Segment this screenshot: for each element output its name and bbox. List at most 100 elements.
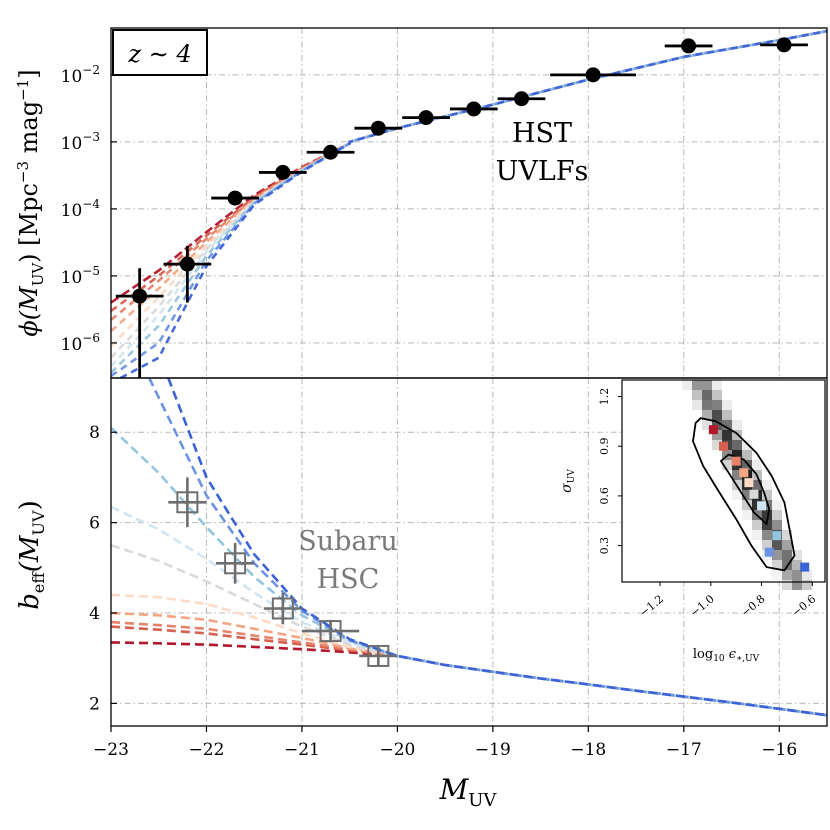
inset-heat-cell (762, 480, 772, 490)
inset-heat-cell (722, 420, 732, 430)
inset-heat-cell (702, 410, 712, 420)
inset-heat-cell (722, 410, 732, 420)
inset-heat-cell (752, 480, 762, 490)
inset-heat-cell (712, 440, 722, 450)
inset-heat-cell (692, 380, 702, 390)
inset-heat-cell (782, 570, 792, 580)
inset-x-ticks: −1.2 −1.0 −0.8 −0.6 (637, 582, 818, 619)
hst-label: HST (512, 118, 572, 149)
inset-heat-cell (712, 410, 722, 420)
inset-heat-cell (742, 440, 752, 450)
top-y-tick-label: 10−4 (61, 197, 101, 221)
inset-heat-cell (772, 540, 782, 550)
inset-heat-cell (732, 420, 742, 430)
redshift-label: z ∼ 4 (127, 40, 191, 68)
inset-heat-cell (772, 510, 782, 520)
bottom-y-tick-label: 4 (89, 604, 100, 624)
bottom-data-point (271, 597, 294, 620)
bottom-data-point (319, 620, 342, 643)
inset-heat-cell (732, 440, 742, 450)
bottom-model-line (111, 625, 827, 717)
inset-heat-cell (772, 560, 782, 570)
inset-marker (708, 425, 718, 435)
x-tick-label: −20 (379, 740, 415, 760)
inset-heat-cell (712, 420, 722, 430)
top-model-line (111, 29, 827, 322)
x-axis-label: MUV (439, 773, 498, 811)
top-y-ticks: 10−6 10−5 10−4 10−3 10−2 (61, 63, 117, 355)
inset-marker (739, 468, 749, 478)
inset-heat-cell (802, 580, 812, 590)
inset-heat-cell (772, 570, 782, 580)
inset-y-tick-label: 1.2 (598, 388, 611, 406)
top-y-tick-label: 10−6 (61, 331, 100, 355)
top-y-tick-label: 10−2 (61, 63, 100, 87)
subaru-label: Subaru (298, 526, 398, 557)
bottom-data-points (168, 477, 398, 667)
inset-heat-cell (782, 580, 792, 590)
bottom-y-axis-label: beff(MUV) (15, 500, 48, 609)
inset-heat-cell (782, 530, 792, 540)
inset-x-axis-label: log10 ϵ∗,UV (693, 647, 760, 664)
inset-heat-cell (802, 570, 812, 580)
top-y-axis-label: ϕ(MUV) [Mpc−3 mag−1] (14, 69, 47, 336)
top-panel-luminosity-function: 10−6 10−5 10−4 10−3 10−2 z ∼ 4 HST UVLFs ϕ(M… (14, 27, 828, 379)
inset-y-tick-label: 0.9 (598, 437, 611, 455)
inset-heat-cell (692, 390, 702, 400)
inset-marker (800, 562, 810, 572)
redshift-label-box: z ∼ 4 (112, 29, 208, 76)
inset-heat-cell (772, 520, 782, 530)
inset-y-ticks: 0.3 0.6 0.9 1.2 (598, 388, 622, 555)
bottom-y-tick-label: 2 (89, 694, 100, 714)
inset-y-tick-label: 0.3 (598, 537, 611, 555)
top-data-point (418, 110, 434, 126)
top-model-line (119, 29, 827, 378)
bottom-data-point (176, 491, 199, 514)
inset-heat-cell (722, 460, 732, 470)
top-data-point (132, 288, 148, 304)
inset-heat-cell (792, 550, 802, 560)
top-data-point (227, 190, 243, 206)
bottom-x-ticks: −23 −22 −21 −20 −19 −18 −17 −16 (93, 726, 797, 760)
inset-heat-cell (712, 400, 722, 410)
inset-heat-cell (702, 390, 712, 400)
x-tick-label: −16 (761, 740, 797, 760)
inset-heat-cell (792, 580, 802, 590)
inset-heat-cell (732, 450, 742, 460)
inset-contour-inner (719, 453, 771, 526)
x-tick-label: −18 (570, 740, 606, 760)
inset-heat-cell (732, 490, 742, 500)
bottom-axes-frame (110, 377, 828, 727)
bottom-y-tick-label: 8 (89, 423, 100, 443)
inset-heat-cell (742, 510, 752, 520)
x-tick-label: −23 (93, 740, 129, 760)
inset-heat-cell (712, 430, 722, 440)
inset-frame (621, 379, 826, 583)
inset-heat-cell (692, 400, 702, 410)
bottom-panel-bias: 2 4 6 8 −23 −22 −21 −20 −19 −18 −17 −16 Subaru HSC… (15, 377, 828, 811)
inset-heat-cell (682, 380, 692, 390)
inset-contour-outer (692, 417, 796, 572)
bottom-model-line (111, 426, 827, 717)
top-y-tick-label: 10−3 (61, 130, 100, 154)
inset-heat-cell (702, 380, 712, 390)
inset-heat-cell (762, 530, 772, 540)
top-data-point (179, 256, 195, 272)
bottom-data-point (224, 552, 247, 575)
inset-posterior-plot: −1.2 −1.0 −0.8 −0.6 0.3 0.6 0.9 1.2 log10 ϵ∗,U… (559, 379, 826, 664)
bottom-model-line (111, 620, 827, 717)
inset-heat-cell (792, 570, 802, 580)
top-data-point (776, 37, 792, 53)
inset-heat-cell (742, 500, 752, 510)
inset-heat-cell (762, 490, 772, 500)
inset-marker (749, 489, 759, 499)
inset-heat-cell (742, 450, 752, 460)
hsc-label: HSC (317, 564, 380, 595)
inset-heat-cell (742, 490, 752, 500)
inset-marker (757, 501, 767, 511)
inset-heat-cell (712, 380, 722, 390)
inset-heat-cell (752, 520, 762, 530)
top-data-points (115, 37, 808, 378)
bottom-y-tick-label: 6 (89, 514, 100, 534)
